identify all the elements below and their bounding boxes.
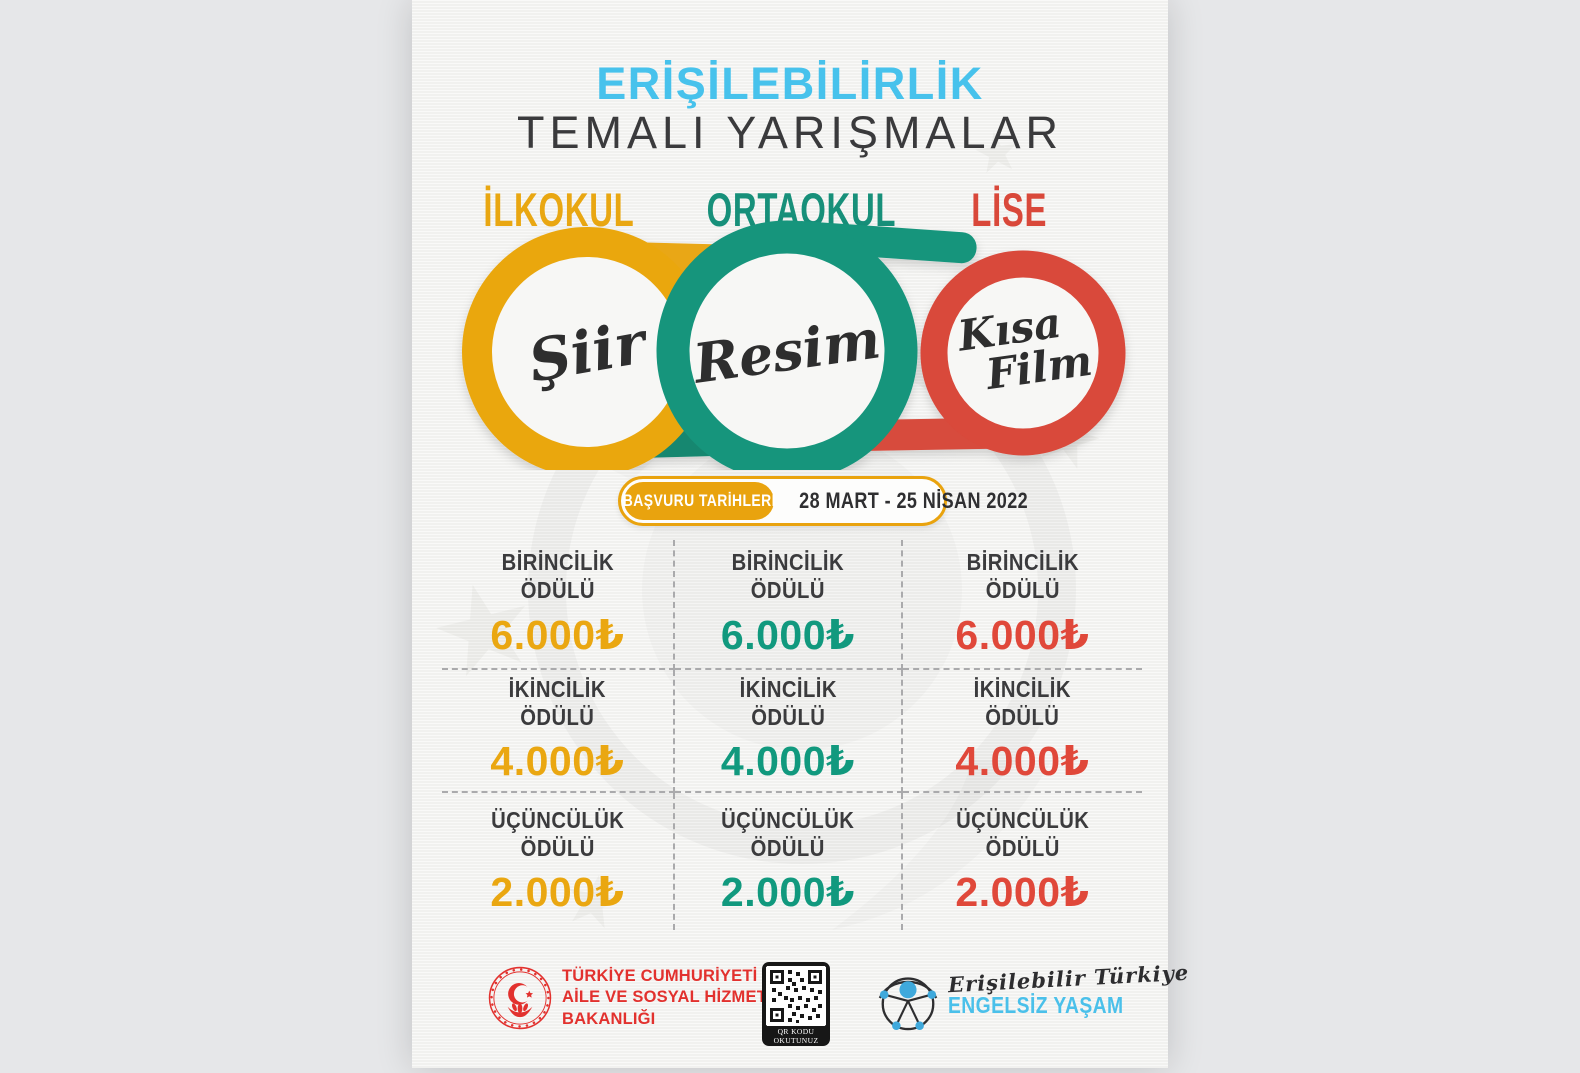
prize-amount: 2.000₺ [490,869,625,916]
application-dates-label: BAŞVURU TARİHLERİ [622,482,775,520]
contest-rings-graphic: Şiir Resim Kısa Film [462,220,1126,470]
accessibility-text: Erişilebilir Türkiye ENGELSİZ YAŞAM [948,960,1190,1019]
prize-amount: 4.000₺ [955,738,1090,785]
category-label-lise: LİSE [971,183,1047,236]
accessibility-logo-block: Erişilebilir Türkiye ENGELSİZ YAŞAM [874,960,1190,1032]
ministry-emblem-icon [488,966,552,1030]
prizes-grid: BİRİNCİLİK ÖDÜLÜ 6.000₺ BİRİNCİLİK ÖDÜLÜ 6… [442,540,1142,930]
prize-cell-lise-first: BİRİNCİLİK ÖDÜLÜ 6.000₺ [903,540,1142,670]
prize-amount: 6.000₺ [955,611,1090,658]
application-dates-badge: BAŞVURU TARİHLERİ 28 MART - 25 NİSAN 202… [618,476,1028,526]
accessibility-label: ENGELSİZ YAŞAM [948,992,1124,1018]
ring-kisa-film [920,250,1126,456]
contest-name-kisa-film: Kısa Film [954,298,1095,399]
prize-cell-ilkokul-second: İKİNCİLİK ÖDÜLÜ 4.000₺ [442,670,675,793]
poster-title-line1: ERİŞİLEBİLİRLİK [596,58,984,109]
poster-footer: TÜRKİYE CUMHURİYETİ AİLE VE SOSYAL HİZME… [412,956,1190,1056]
prize-cell-ortaokul-third: ÜÇÜNCÜLÜK ÖDÜLÜ 2.000₺ [675,793,903,930]
prize-cell-ilkokul-first: BİRİNCİLİK ÖDÜLÜ 6.000₺ [442,540,675,670]
category-label-ilkokul: İLKOKUL [483,183,635,236]
ministry-logo-block: TÜRKİYE CUMHURİYETİ AİLE VE SOSYAL HİZME… [488,966,801,1030]
ministry-name: TÜRKİYE CUMHURİYETİ AİLE VE SOSYAL HİZME… [562,967,801,1028]
prize-amount: 4.000₺ [720,738,856,785]
qr-code-block: QR KODU OKUTUNUZ [762,962,830,1046]
qr-code [766,966,826,1026]
prize-amount: 2.000₺ [955,869,1090,916]
qr-caption: QR KODU OKUTUNUZ [773,1027,819,1046]
prize-cell-lise-second: İKİNCİLİK ÖDÜLÜ 4.000₺ [903,670,1142,793]
prize-cell-ortaokul-first: BİRİNCİLİK ÖDÜLÜ 6.000₺ [675,540,903,670]
prize-cell-ortaokul-second: İKİNCİLİK ÖDÜLÜ 4.000₺ [675,670,903,793]
poster-title-line2: TEMALI YARIŞMALAR [517,107,1063,158]
accessibility-icon [878,977,938,1031]
prize-cell-ilkokul-third: ÜÇÜNCÜLÜK ÖDÜLÜ 2.000₺ [442,793,675,930]
prize-cell-lise-third: ÜÇÜNCÜLÜK ÖDÜLÜ 2.000₺ [955,806,1090,916]
prize-amount: 2.000₺ [720,869,856,916]
poster: ★ ★ ★ ★ ERİŞİLEBİLİRLİK TEMALI YARIŞMALA… [412,0,1190,1068]
prize-amount: 4.000₺ [490,738,625,785]
prize-amount: 6.000₺ [720,611,856,658]
prize-amount: 6.000₺ [490,611,625,658]
ring-resim [656,220,918,470]
application-dates-value: 28 MART - 25 NİSAN 2022 [799,488,1029,513]
